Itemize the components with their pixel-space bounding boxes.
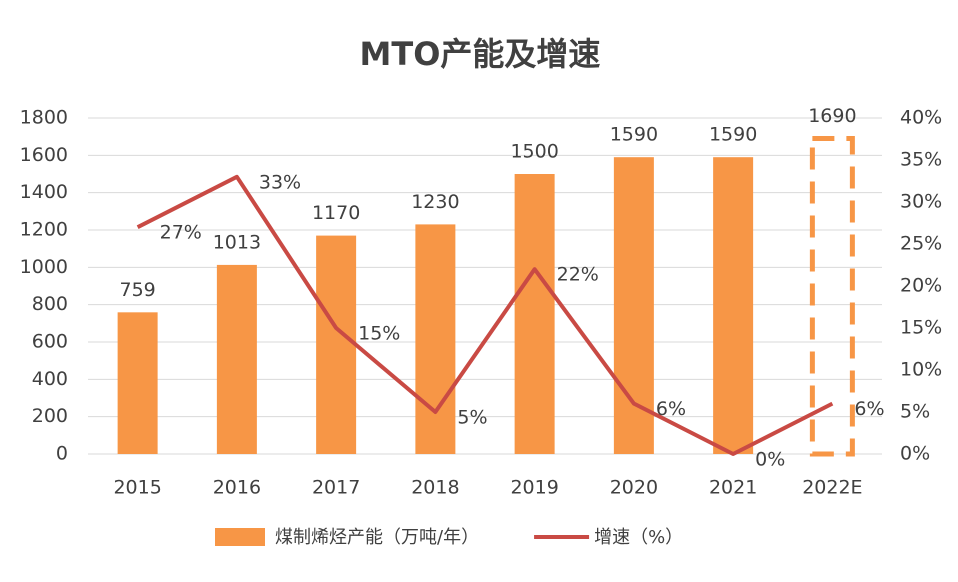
bar-value-label: 1230 — [411, 191, 459, 213]
legend-label: 煤制烯烃产能（万吨/年） — [275, 527, 479, 548]
y-tick-label: 400 — [32, 368, 68, 390]
bar-value-label: 759 — [119, 279, 155, 301]
y-tick-label: 800 — [32, 293, 68, 315]
line-value-label: 33% — [259, 171, 301, 193]
line-value-label: 15% — [358, 323, 400, 345]
x-tick-label: 2016 — [213, 477, 261, 499]
bar-value-label: 1013 — [213, 231, 261, 253]
x-tick-label: 2022E — [802, 477, 862, 499]
bar — [216, 264, 257, 454]
y-tick-label: 1000 — [20, 256, 68, 278]
y2-tick-label: 35% — [900, 149, 942, 171]
bar-value-label: 1590 — [709, 124, 757, 146]
legend-label: 增速（%） — [594, 527, 683, 548]
bar — [713, 157, 754, 454]
y2-tick-label: 30% — [900, 191, 942, 213]
bar — [316, 235, 357, 454]
bar-value-label: 1690 — [808, 105, 856, 127]
line-value-label: 22% — [557, 264, 599, 286]
line-value-label: 27% — [160, 222, 202, 244]
line-value-label: 5% — [457, 407, 487, 429]
bar-value-label: 1170 — [312, 202, 360, 224]
x-tick-label: 2019 — [510, 477, 558, 499]
chart-title: MTO产能及增速 — [360, 35, 601, 73]
y-tick-label: 1400 — [20, 181, 68, 203]
y-tick-label: 600 — [32, 331, 68, 353]
y2-tick-label: 0% — [900, 443, 930, 465]
x-tick-label: 2020 — [610, 477, 658, 499]
y2-tick-label: 20% — [900, 275, 942, 297]
bar-value-label: 1500 — [510, 141, 558, 163]
y2-tick-label: 5% — [900, 401, 930, 423]
x-tick-label: 2015 — [113, 477, 161, 499]
x-tick-label: 2018 — [411, 477, 459, 499]
line-value-label: 0% — [755, 449, 785, 471]
line — [136, 174, 834, 456]
x-tick-label: 2017 — [312, 477, 360, 499]
line-value-label: 6% — [656, 398, 686, 420]
bar — [514, 174, 555, 454]
y2-tick-label: 10% — [900, 359, 942, 381]
x-tick-label: 2021 — [709, 477, 757, 499]
y-tick-label: 0 — [56, 443, 68, 465]
bar-outline — [809, 136, 855, 457]
bar — [415, 224, 456, 454]
legend-swatch — [215, 528, 265, 546]
y-tick-label: 200 — [32, 405, 68, 427]
y2-tick-label: 15% — [900, 317, 942, 339]
bar-value-label: 1590 — [610, 124, 658, 146]
bar — [117, 312, 158, 454]
line-value-label: 6% — [854, 398, 884, 420]
y-tick-label: 1800 — [20, 107, 68, 129]
y2-tick-label: 40% — [900, 107, 942, 129]
y-tick-label: 1200 — [20, 219, 68, 241]
y-tick-label: 1600 — [20, 144, 68, 166]
y2-tick-label: 25% — [900, 233, 942, 255]
